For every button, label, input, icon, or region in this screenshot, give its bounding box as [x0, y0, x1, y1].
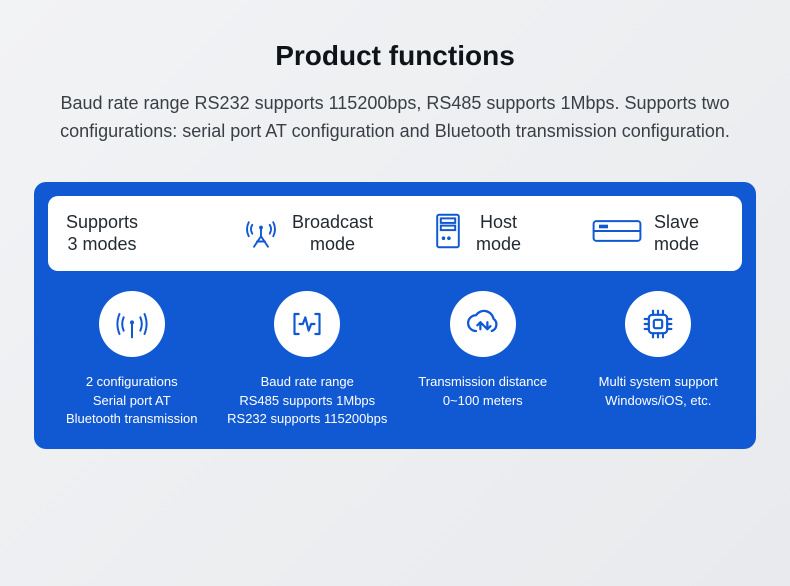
- page-title: Product functions: [0, 0, 790, 72]
- mode-label: Slave mode: [654, 211, 699, 256]
- server-icon: [430, 211, 466, 256]
- modes-leader-label: Supports 3 modes: [66, 211, 138, 256]
- modes-leader: Supports 3 modes: [66, 211, 217, 256]
- mode-label: Host mode: [476, 211, 521, 256]
- mode-slave: Slave mode: [565, 211, 724, 256]
- antenna-broadcast-icon: [99, 291, 165, 357]
- mode-broadcast: Broadcast mode: [227, 210, 386, 257]
- cloud-transfer-icon: [450, 291, 516, 357]
- feature-text: Multi system support Windows/iOS, etc.: [599, 373, 718, 411]
- page-description: Baud rate range RS232 supports 115200bps…: [45, 90, 745, 146]
- waveform-brackets-icon: [274, 291, 340, 357]
- device-box-icon: [590, 214, 644, 253]
- feature-text: Baud rate range RS485 supports 1Mbps RS2…: [227, 373, 387, 430]
- chip-icon: [625, 291, 691, 357]
- feature-system-support: Multi system support Windows/iOS, etc.: [575, 291, 743, 430]
- feature-configurations: 2 configurations Serial port AT Bluetoot…: [48, 291, 216, 430]
- feature-distance: Transmission distance 0~100 meters: [399, 291, 567, 430]
- feature-baud-rate: Baud rate range RS485 supports 1Mbps RS2…: [224, 291, 392, 430]
- mode-host: Host mode: [396, 211, 555, 256]
- antenna-broadcast-icon: [240, 210, 282, 257]
- feature-text: 2 configurations Serial port AT Bluetoot…: [66, 373, 198, 430]
- mode-label: Broadcast mode: [292, 211, 373, 256]
- feature-text: Transmission distance 0~100 meters: [418, 373, 547, 411]
- features-row: 2 configurations Serial port AT Bluetoot…: [48, 291, 742, 430]
- modes-bar: Supports 3 modes Broadcast mode: [48, 196, 742, 271]
- functions-panel: Supports 3 modes Broadcast mode: [34, 182, 756, 450]
